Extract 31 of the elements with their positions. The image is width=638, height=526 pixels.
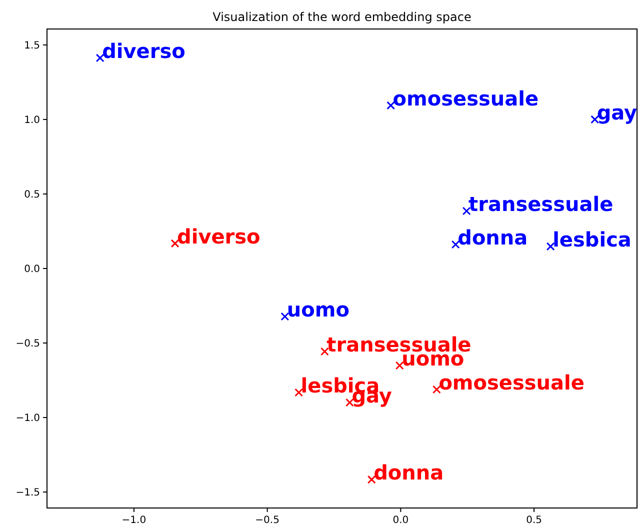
annotation: donna — [374, 460, 444, 485]
y-tick-label: −0.5 — [16, 338, 40, 350]
point — [367, 475, 376, 484]
y-tick-label: 1.5 — [24, 40, 40, 52]
point — [96, 54, 104, 62]
x-tick-label: 0.0 — [392, 515, 409, 526]
point — [170, 239, 180, 248]
y-tick-label: −1.0 — [16, 413, 40, 424]
annotation: omosessuale — [438, 370, 584, 395]
point — [432, 385, 441, 394]
chart-title: Visualization of the word embedding space — [212, 10, 472, 24]
annotation: uomo — [286, 297, 350, 322]
x-tick-label: −1.0 — [122, 515, 146, 526]
annotation: donna — [458, 226, 528, 250]
y-tick-label: 1.0 — [24, 114, 40, 126]
annotation: diverso — [102, 38, 186, 63]
point — [280, 312, 290, 321]
point — [294, 388, 304, 397]
y-tick-label: 0.0 — [24, 264, 40, 275]
annotation: diverso — [177, 224, 260, 248]
annotation: lesbica — [552, 227, 632, 252]
x-tick-label: −0.5 — [255, 515, 280, 526]
point — [546, 242, 555, 251]
y-tick-label: −1.5 — [16, 488, 40, 499]
y-tick-label: 0.5 — [24, 189, 40, 200]
annotation: gay — [596, 100, 638, 124]
point — [395, 361, 404, 370]
point — [451, 240, 460, 249]
annotation: omosessuale — [392, 86, 539, 110]
annotation: transessuale — [468, 192, 614, 216]
x-tick-label: 0.5 — [526, 515, 542, 526]
